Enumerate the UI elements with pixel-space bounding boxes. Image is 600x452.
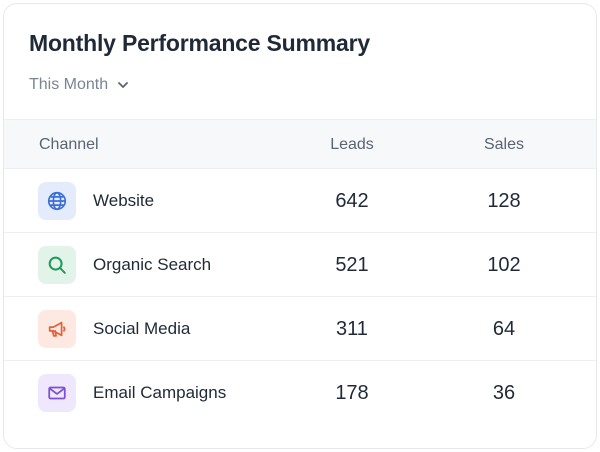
sales-value: 36 <box>492 382 516 404</box>
channel-name: Email Campaigns <box>93 383 227 402</box>
channel-name: Website <box>93 191 155 210</box>
column-header-leads[interactable]: Leads <box>330 136 374 153</box>
icon-box <box>38 374 76 412</box>
period-label: This Month <box>29 76 109 93</box>
leads-value: 311 <box>336 318 368 340</box>
table-row[interactable]: Organic Search 521 102 <box>4 233 596 297</box>
table-header: Channel Leads Sales <box>4 119 596 169</box>
leads-value: 178 <box>335 382 369 404</box>
channel-name: Social Media <box>93 319 191 338</box>
column-header-channel[interactable]: Channel <box>39 136 99 153</box>
leads-value: 521 <box>335 254 369 276</box>
table-row[interactable]: Email Campaigns 178 36 <box>4 361 596 425</box>
chevron-down-icon <box>118 82 129 88</box>
period-dropdown[interactable]: This Month <box>29 76 130 94</box>
megaphone-icon <box>48 321 66 337</box>
icon-box <box>38 310 76 348</box>
sales-value: 64 <box>492 318 516 340</box>
sales-value: 128 <box>487 190 521 212</box>
table-row[interactable]: Social Media 311 64 <box>4 297 596 361</box>
icon-box <box>38 182 76 220</box>
icon-box <box>38 246 76 284</box>
mail-icon <box>48 386 66 400</box>
table-row[interactable]: Website 642 128 <box>4 169 596 233</box>
column-header-sales[interactable]: Sales <box>483 136 525 153</box>
card-title: Monthly Performance Summary <box>29 30 370 56</box>
channel-name: Organic Search <box>93 255 212 274</box>
search-icon <box>48 256 66 274</box>
channel-table: Channel Leads Sales Website 642 128 <box>4 119 596 425</box>
performance-card: Monthly Performance Summary This Month C… <box>3 3 597 449</box>
globe-icon <box>47 191 67 211</box>
leads-value: 642 <box>335 190 369 212</box>
sales-value: 102 <box>487 254 521 276</box>
